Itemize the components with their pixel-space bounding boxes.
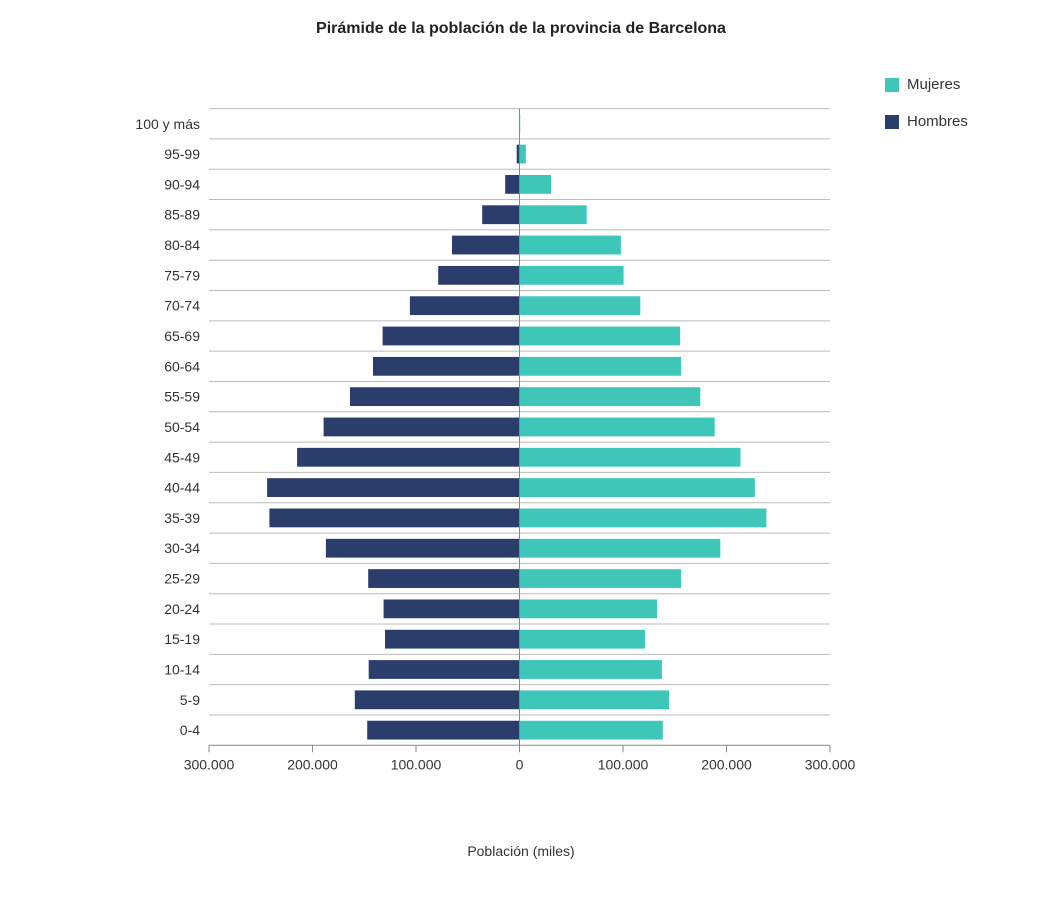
svg-text:35-39: 35-39 xyxy=(164,510,200,526)
svg-text:90-94: 90-94 xyxy=(164,176,200,192)
svg-text:10-14: 10-14 xyxy=(164,662,200,678)
svg-text:60-64: 60-64 xyxy=(164,358,200,374)
svg-text:300.000: 300.000 xyxy=(805,756,856,772)
svg-text:0-4: 0-4 xyxy=(180,722,200,738)
svg-text:40-44: 40-44 xyxy=(164,480,200,496)
svg-text:15-19: 15-19 xyxy=(164,631,200,647)
svg-text:200.000: 200.000 xyxy=(287,756,338,772)
svg-text:95-99: 95-99 xyxy=(164,146,200,162)
svg-text:100 y más: 100 y más xyxy=(135,116,200,132)
svg-text:100.000: 100.000 xyxy=(391,756,442,772)
svg-text:200.000: 200.000 xyxy=(701,756,752,772)
svg-text:70-74: 70-74 xyxy=(164,298,200,314)
svg-text:0: 0 xyxy=(516,756,524,772)
svg-text:80-84: 80-84 xyxy=(164,237,200,253)
svg-text:5-9: 5-9 xyxy=(180,692,200,708)
svg-text:85-89: 85-89 xyxy=(164,207,200,223)
svg-text:45-49: 45-49 xyxy=(164,449,200,465)
svg-text:30-34: 30-34 xyxy=(164,540,200,556)
svg-text:65-69: 65-69 xyxy=(164,328,200,344)
svg-text:75-79: 75-79 xyxy=(164,267,200,283)
svg-text:100.000: 100.000 xyxy=(598,756,649,772)
svg-text:55-59: 55-59 xyxy=(164,389,200,405)
svg-text:300.000: 300.000 xyxy=(184,756,235,772)
svg-text:50-54: 50-54 xyxy=(164,419,200,435)
svg-text:25-29: 25-29 xyxy=(164,571,200,587)
svg-text:20-24: 20-24 xyxy=(164,601,200,617)
